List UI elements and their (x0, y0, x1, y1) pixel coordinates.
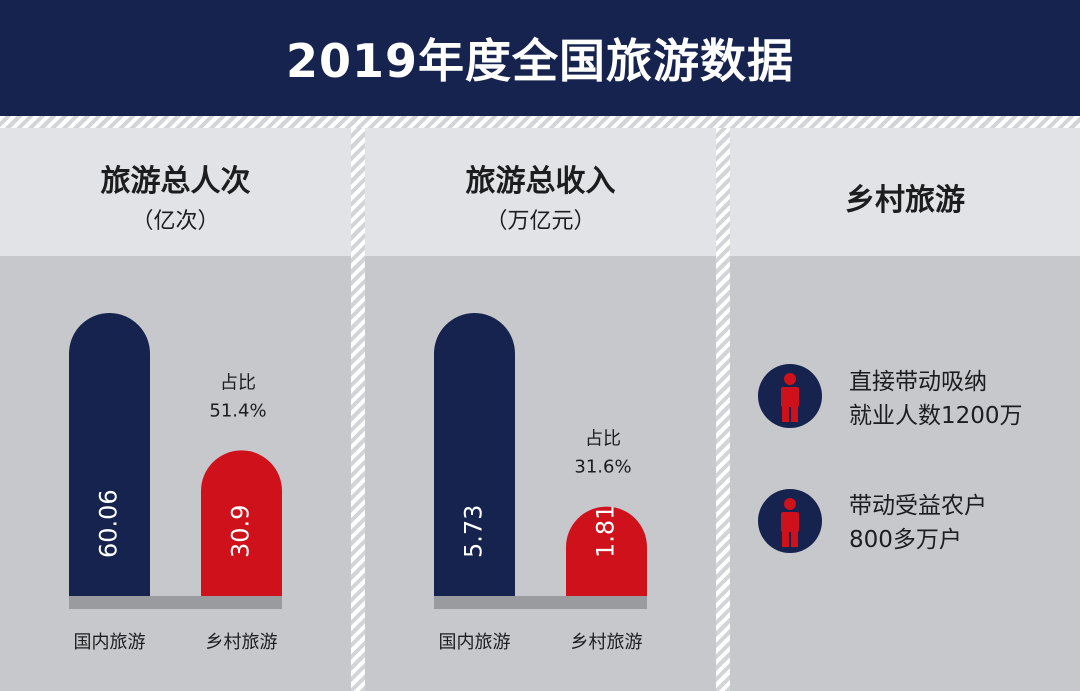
panel-header: 旅游总收入 （万亿元） (365, 128, 716, 256)
share-label: 占比 (585, 429, 621, 450)
panel-unit: （亿次） (131, 209, 220, 234)
chart-baseline (69, 596, 282, 609)
stat-line: 就业人数1200万 (849, 403, 1023, 429)
divider-hatch (351, 128, 365, 691)
panel-tourism-revenue: 旅游总收入 （万亿元） 5.73 国内旅游 1.81 乡村旅游 占比 31.6% (365, 128, 716, 691)
panel-title: 旅游总收入 (465, 164, 616, 199)
panel-rural-tourism: 乡村旅游 直接带动吸纳 就业人数1200万 带动受益农户 800多万户 (730, 128, 1080, 691)
share-label: 占比 (220, 372, 256, 393)
panel-header: 旅游总人次 （亿次） (0, 128, 351, 256)
bar-value-label: 5.73 (460, 505, 488, 558)
person-icon (758, 364, 822, 428)
category-label: 国内旅游 (439, 632, 511, 653)
divider-hatch (0, 116, 1080, 128)
share-value: 51.4% (209, 400, 266, 421)
header-banner: 2019年度全国旅游数据 (0, 0, 1080, 116)
bar-value-label: 60.06 (95, 489, 123, 558)
bar-value-label: 1.81 (592, 505, 620, 558)
stat-employment: 直接带动吸纳 就业人数1200万 (849, 365, 1023, 433)
category-label: 国内旅游 (74, 632, 146, 653)
stat-farm-households: 带动受益农户 800多万户 (849, 489, 987, 557)
chart-tourism-revenue: 5.73 国内旅游 1.81 乡村旅游 占比 31.6% (434, 313, 647, 653)
stat-line: 直接带动吸纳 (849, 369, 987, 395)
bar-rural (201, 450, 282, 596)
bar-rural (566, 506, 647, 596)
panel-tourist-visits: 旅游总人次 （亿次） 60.06 国内旅游 30.9 乡村旅游 占比 51.4% (0, 128, 351, 691)
panel-title: 旅游总人次 (100, 164, 251, 199)
share-value: 31.6% (574, 457, 631, 478)
stat-line: 带动受益农户 (849, 493, 987, 519)
panel-unit: （万亿元） (485, 209, 596, 234)
category-label: 乡村旅游 (571, 632, 643, 653)
category-label: 乡村旅游 (206, 632, 278, 653)
bar-domestic (434, 313, 515, 596)
person-icon (758, 489, 822, 553)
bar-value-label: 30.9 (227, 505, 255, 558)
panel-title: 乡村旅游 (845, 183, 965, 218)
divider-hatch (716, 128, 730, 691)
page-title: 2019年度全国旅游数据 (285, 34, 795, 88)
chart-tourist-visits: 60.06 国内旅游 30.9 乡村旅游 占比 51.4% (69, 313, 282, 653)
stat-line: 800多万户 (849, 527, 962, 553)
bar-domestic (69, 313, 150, 596)
chart-baseline (434, 596, 647, 609)
panel-header: 乡村旅游 (730, 128, 1080, 256)
